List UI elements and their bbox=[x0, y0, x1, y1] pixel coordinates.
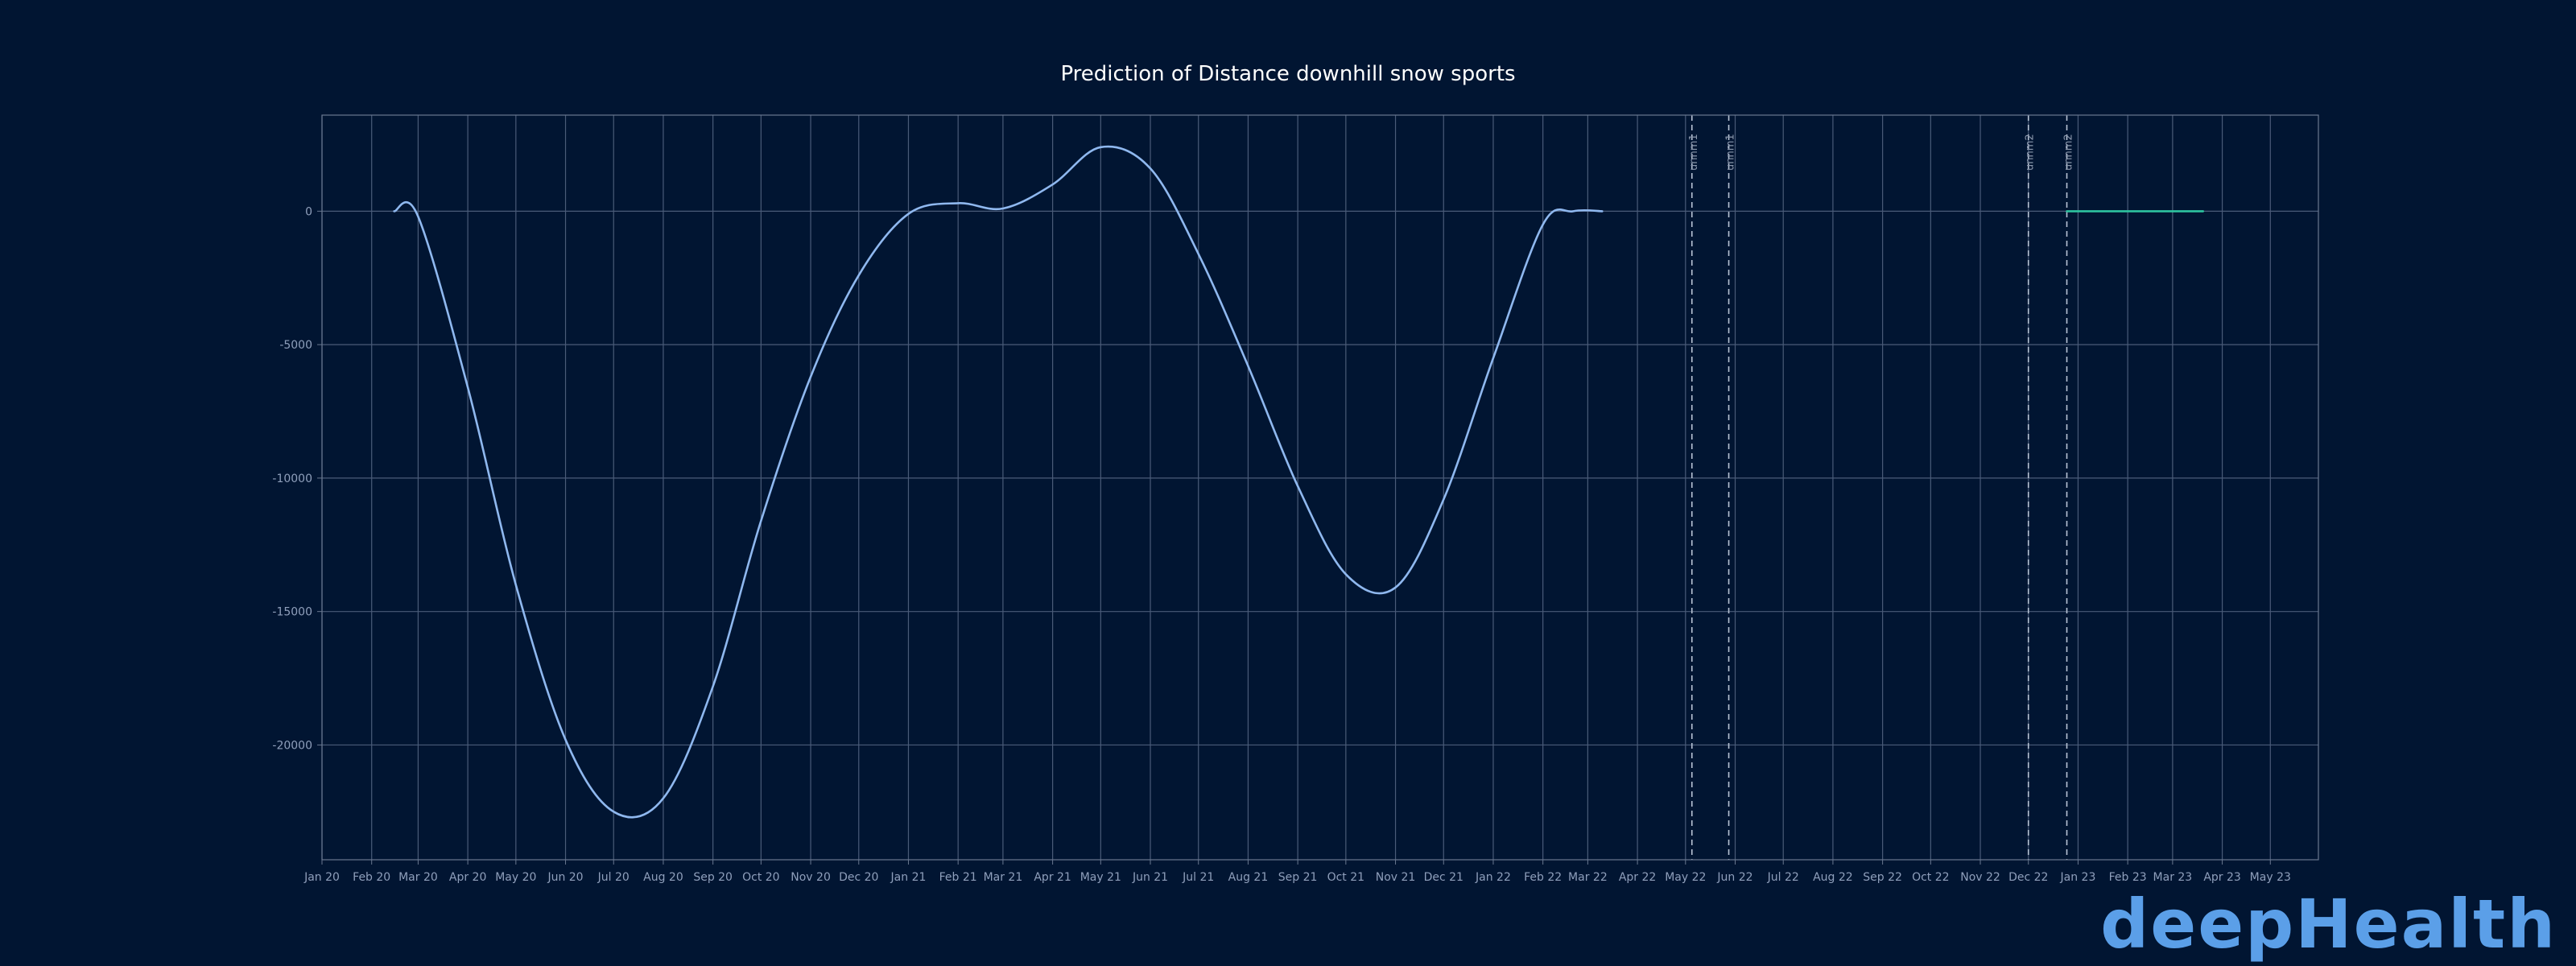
y-tick-label: -10000 bbox=[272, 473, 312, 485]
x-tick-label: Nov 22 bbox=[1960, 871, 2000, 884]
x-tick-label: Mar 22 bbox=[1568, 871, 1608, 884]
x-tick-label: May 22 bbox=[1665, 871, 1706, 884]
event-label: unnm1 bbox=[1688, 134, 1700, 171]
x-tick-label: Feb 22 bbox=[1524, 871, 1562, 884]
event-label: unnm1 bbox=[1725, 134, 1737, 171]
x-tick-label: Jan 20 bbox=[303, 871, 340, 884]
x-tick-label: Dec 20 bbox=[839, 871, 878, 884]
x-tick-label: Jan 22 bbox=[1475, 871, 1511, 884]
x-tick-label: Mar 20 bbox=[398, 871, 438, 884]
y-tick-label: 0 bbox=[305, 205, 312, 218]
x-tick-label: Aug 22 bbox=[1813, 871, 1853, 884]
x-tick-label: May 20 bbox=[495, 871, 536, 884]
chart-annotations: unnm1 unnm1 unnm2 unnm2 bbox=[1688, 115, 2075, 860]
x-tick-label: Jul 22 bbox=[1767, 871, 1799, 884]
x-tick-label: Sep 20 bbox=[693, 871, 733, 884]
x-tick-label: Jun 20 bbox=[547, 871, 583, 884]
chart-grid bbox=[321, 115, 2318, 860]
x-tick-label: Mar 23 bbox=[2153, 871, 2193, 884]
x-tick-label: Apr 22 bbox=[1619, 871, 1656, 884]
x-tick-label: Jul 20 bbox=[597, 871, 630, 884]
x-tick-label: Aug 20 bbox=[643, 871, 683, 884]
x-tick-label: Sep 21 bbox=[1278, 871, 1318, 884]
chart-title: Prediction of Distance downhill snow spo… bbox=[1060, 62, 1515, 86]
x-tick-label: Aug 21 bbox=[1228, 871, 1269, 884]
event-label: unnm2 bbox=[2025, 134, 2037, 171]
x-tick-label: Feb 23 bbox=[2109, 871, 2147, 884]
x-tick-label: May 23 bbox=[2250, 871, 2291, 884]
x-tick-label: Dec 21 bbox=[1424, 871, 1463, 884]
chart-axes: Jan 20 Feb 20 Mar 20 Apr 20 May 20 Jun 20 Jul … bbox=[272, 114, 2319, 884]
x-tick-label: Apr 21 bbox=[1034, 871, 1071, 884]
y-tick-label: -5000 bbox=[279, 339, 312, 352]
x-tick-label: Oct 22 bbox=[1912, 871, 1949, 884]
chart-series bbox=[393, 145, 2204, 819]
y-tick-label: -20000 bbox=[272, 739, 312, 752]
x-tick-label: Nov 21 bbox=[1376, 871, 1416, 884]
x-tick-label: Jan 23 bbox=[2060, 871, 2096, 884]
x-tick-label: Jun 22 bbox=[1716, 871, 1752, 884]
plot-frame bbox=[321, 114, 2319, 861]
x-tick-label: Sep 22 bbox=[1863, 871, 1902, 884]
x-tick-label: Dec 22 bbox=[2008, 871, 2048, 884]
x-tick-label: Oct 20 bbox=[742, 871, 779, 884]
y-tick-label: -15000 bbox=[272, 606, 312, 619]
x-tick-label: Jul 21 bbox=[1182, 871, 1214, 884]
x-tick-label: Mar 21 bbox=[984, 871, 1023, 884]
x-tick-label: Feb 21 bbox=[939, 871, 977, 884]
x-tick-label: Jun 21 bbox=[1132, 871, 1168, 884]
x-tick-label: Jan 21 bbox=[890, 871, 927, 884]
x-tick-label: May 21 bbox=[1080, 871, 1121, 884]
x-tick-label: Nov 20 bbox=[791, 871, 831, 884]
x-tick-label: Feb 20 bbox=[353, 871, 390, 884]
series-line-0 bbox=[393, 145, 1604, 819]
x-tick-label: Apr 20 bbox=[449, 871, 486, 884]
x-tick-label: Oct 21 bbox=[1327, 871, 1364, 884]
brand-logo: deepHealth bbox=[2100, 885, 2557, 964]
x-tick-label: Apr 23 bbox=[2203, 871, 2240, 884]
event-label: unnm2 bbox=[2063, 134, 2075, 171]
